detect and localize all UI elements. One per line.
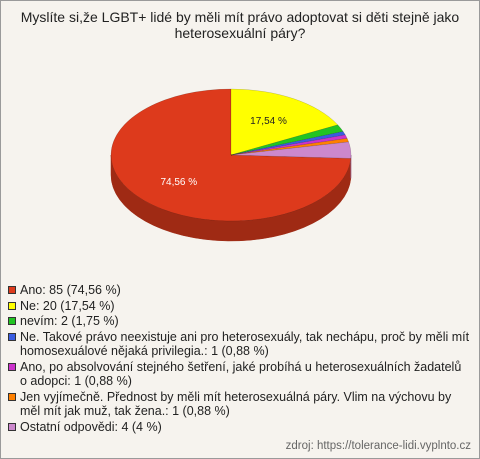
legend-swatch bbox=[8, 286, 16, 294]
legend-swatch bbox=[8, 362, 16, 371]
pie-area: 74,56 % 17,54 % bbox=[110, 88, 352, 242]
slice bbox=[230, 138, 349, 156]
legend-swatch bbox=[8, 332, 16, 341]
legend-entry: Ano: 85 (74,56 %) bbox=[8, 283, 470, 298]
legend-label: Ne. Takové právo neexistuje ani pro hete… bbox=[20, 329, 470, 359]
legend-label: Jen vyjímečně. Přednost by měli mít hete… bbox=[20, 389, 452, 419]
slice bbox=[230, 131, 346, 156]
legend-entry: Ne: 20 (17,54 %) bbox=[8, 299, 470, 314]
legend-entry: Ostatní odpovědi: 4 (4 %) bbox=[8, 420, 470, 435]
legend-label: Ne: 20 (17,54 %) bbox=[20, 298, 115, 313]
legend-entry: nevím: 2 (1,75 %) bbox=[8, 314, 470, 329]
chart-title: Myslíte si,že LGBT+ lidé by měli mít prá… bbox=[20, 9, 460, 41]
data-label: 74,56 % bbox=[160, 177, 197, 188]
source: zdroj: https://tolerance-lidi.vyplnto.cz bbox=[285, 440, 471, 452]
slice bbox=[230, 141, 352, 159]
legend-swatch bbox=[8, 317, 16, 325]
legend-label: Ostatní odpovědi: 4 (4 %) bbox=[20, 419, 162, 434]
slice bbox=[230, 124, 344, 156]
data-label: 17,54 % bbox=[250, 116, 287, 127]
legend-label: Ano: 85 (74,56 %) bbox=[20, 283, 121, 297]
legend-label: nevím: 2 (1,75 %) bbox=[20, 314, 119, 328]
legend-label: Ano, po absolvování stejného šetření, ja… bbox=[20, 359, 462, 389]
legend-entry: Jen vyjímečně. Přednost by měli mít hete… bbox=[8, 390, 470, 419]
slice bbox=[110, 88, 352, 222]
slice bbox=[230, 134, 348, 156]
legend-swatch bbox=[8, 392, 16, 401]
legend-entry: Ano, po absolvování stejného šetření, ja… bbox=[8, 360, 470, 389]
legend-entry: Ne. Takové právo neexistuje ani pro hete… bbox=[8, 330, 470, 359]
legend-swatch bbox=[8, 301, 16, 310]
slice bbox=[230, 88, 339, 156]
legend: Ano: 85 (74,56 %) Ne: 20 (17,54 %) nevím: … bbox=[8, 283, 470, 435]
legend-swatch bbox=[8, 422, 16, 431]
